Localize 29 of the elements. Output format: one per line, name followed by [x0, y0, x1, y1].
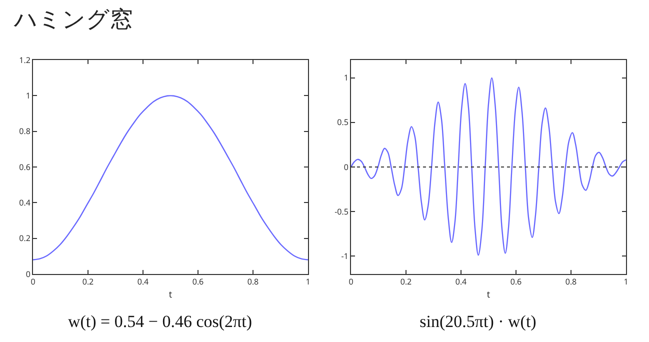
y-tick-label: -0.5 — [334, 206, 349, 218]
y-tick-label: -1 — [341, 250, 348, 262]
x-tick-label: 0.4 — [455, 276, 468, 288]
x-axis-title: t — [486, 287, 490, 300]
y-tick-label: 0.8 — [19, 126, 31, 138]
line-series — [351, 77, 626, 256]
x-tick-label: 0.8 — [247, 276, 260, 288]
y-tick-label: 1 — [344, 72, 348, 84]
x-tick-label: 0.4 — [137, 276, 150, 288]
x-axis-title: t — [168, 287, 172, 300]
y-tick-label: 0 — [344, 162, 349, 173]
x-tick-label: 0.2 — [82, 276, 94, 288]
line-series — [33, 95, 308, 260]
x-tick-label: 0.2 — [400, 276, 412, 288]
x-tick-label: 0.8 — [565, 276, 578, 288]
y-tick-label: 0.5 — [337, 117, 349, 128]
y-tick-label: 1.2 — [19, 54, 31, 66]
y-tick-label: 0 — [26, 268, 31, 280]
y-tick-label: 0.4 — [19, 197, 31, 208]
x-tick-label: 1 — [624, 276, 628, 288]
y-tick-label: 0.6 — [19, 162, 31, 173]
y-tick-label: 1 — [26, 90, 30, 102]
text: sin(20.5πt) · w(t) — [418, 312, 538, 332]
x-tick-label: 0.6 — [510, 276, 522, 288]
text: w(t) = 0.54 − 0.46 cos(2πt) — [66, 312, 254, 332]
x-tick-label: 0.6 — [192, 276, 204, 288]
chart-title: ハミング窓 — [14, 6, 133, 35]
x-tick-label: 1 — [306, 276, 310, 288]
y-tick-label: 0.2 — [19, 233, 31, 244]
